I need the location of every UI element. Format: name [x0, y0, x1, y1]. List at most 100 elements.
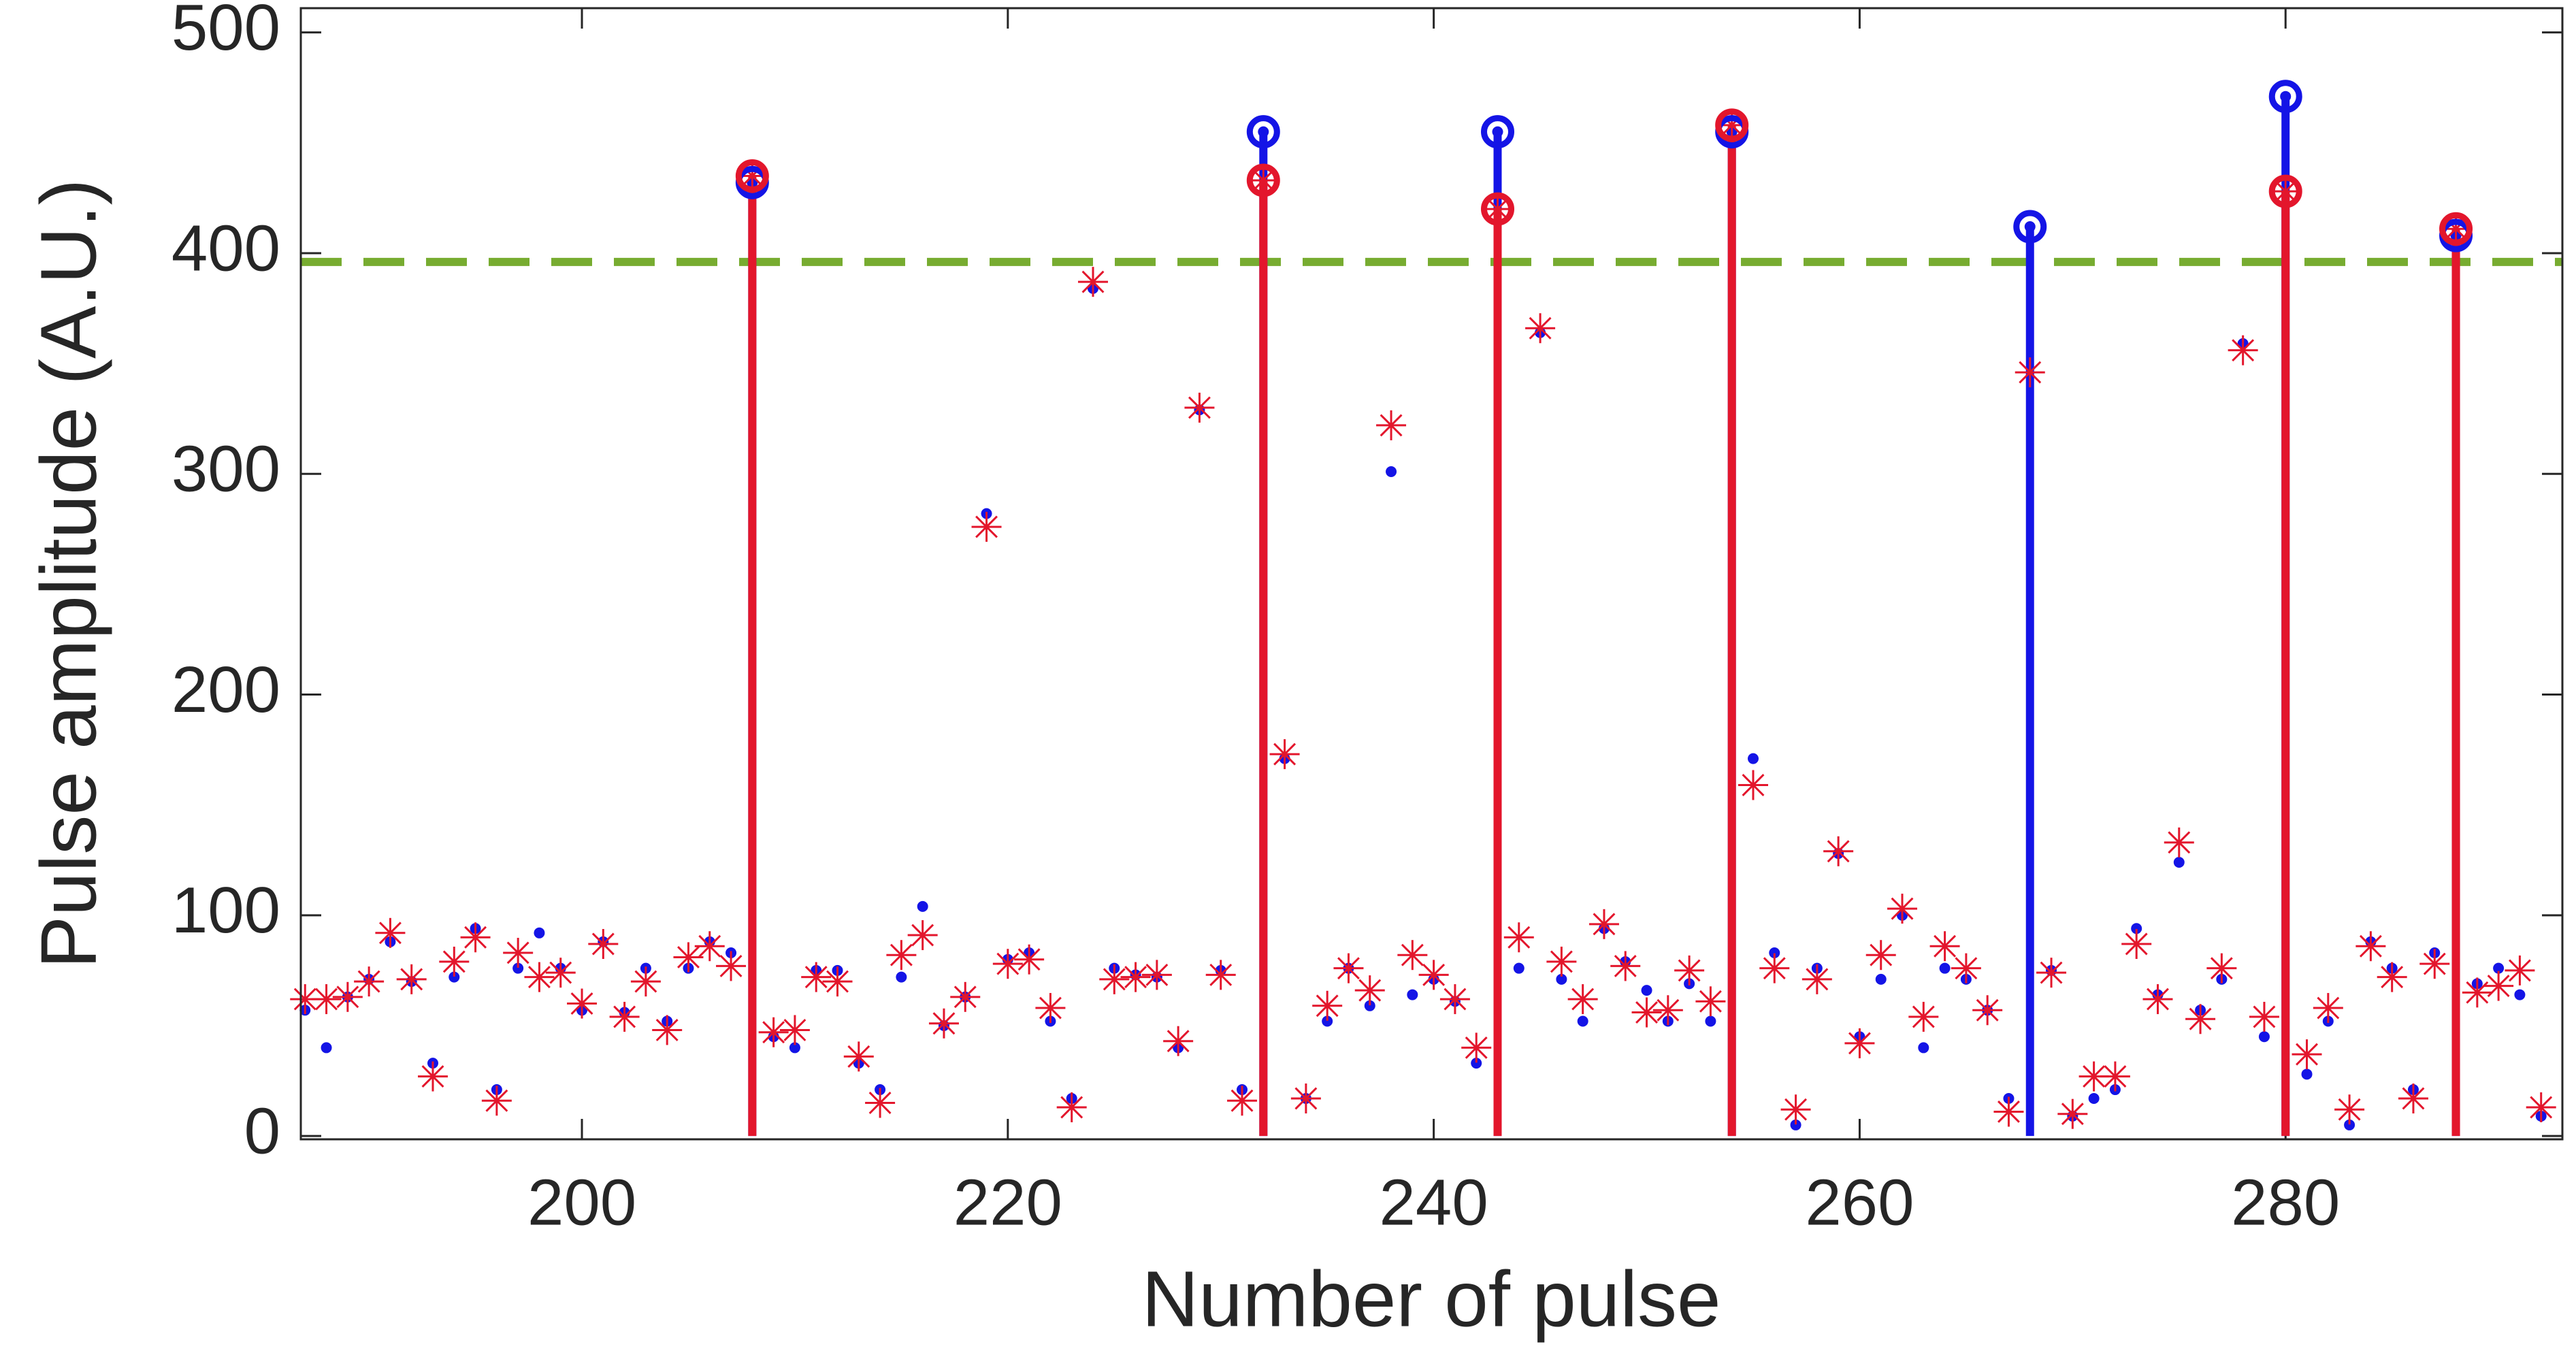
asterisk-stroke	[1486, 197, 1509, 221]
point	[1312, 990, 1343, 1021]
asterisk-stroke	[1039, 996, 1062, 1020]
asterisk-stroke	[1294, 1087, 1318, 1110]
point	[1577, 1015, 1588, 1027]
asterisk-stroke	[1167, 1030, 1190, 1053]
dot	[534, 927, 545, 939]
point	[1120, 962, 1151, 992]
dot	[2131, 923, 2142, 934]
stem-head	[735, 159, 769, 193]
asterisk-stroke	[1209, 963, 1233, 986]
asterisk-stroke	[953, 985, 977, 1009]
asterisk-stroke	[1358, 979, 1382, 1002]
y-axis-label: Pulse amplitude (A.U.)	[25, 179, 113, 968]
asterisk-stroke	[975, 515, 998, 538]
asterisk-stroke	[464, 926, 487, 949]
point	[2142, 984, 2173, 1015]
asterisk-stroke	[996, 952, 1020, 975]
asterisk-stroke	[1699, 990, 1722, 1013]
x-tick-label: 240	[1380, 1166, 1488, 1239]
dot	[1322, 1015, 1333, 1027]
dot	[2301, 1069, 2313, 1080]
point	[2526, 1092, 2556, 1122]
point	[1823, 836, 1854, 866]
asterisk-stroke	[2338, 1098, 2361, 1121]
dot	[2344, 1119, 2355, 1130]
asterisk-stroke	[357, 970, 380, 993]
asterisk-stroke	[1081, 270, 1105, 293]
asterisk-stroke	[1401, 943, 1424, 966]
asterisk-stroke	[506, 941, 529, 964]
point	[1077, 267, 1108, 297]
point	[375, 917, 406, 948]
dot	[2258, 1031, 2270, 1043]
point	[1738, 770, 1768, 800]
point	[801, 962, 832, 992]
asterisk-stroke	[762, 1021, 785, 1044]
x-tick-label: 260	[1805, 1166, 1914, 1239]
asterisk-stroke	[2019, 361, 2042, 384]
point	[1769, 947, 1780, 958]
point	[1269, 739, 1300, 770]
asterisk-stroke	[1784, 1098, 1808, 1121]
point	[1556, 973, 1567, 985]
point	[2493, 962, 2505, 974]
point	[950, 981, 981, 1012]
asterisk-stroke	[1997, 1101, 2020, 1123]
point	[417, 1061, 448, 1092]
point	[789, 1042, 800, 1054]
asterisk-stroke	[1017, 948, 1041, 971]
point	[843, 1041, 874, 1072]
point	[2057, 1098, 2088, 1129]
point	[1205, 960, 1236, 990]
point	[1290, 1083, 1321, 1114]
point	[1951, 953, 1981, 983]
point	[694, 931, 725, 962]
dot	[1939, 962, 1951, 974]
asterisk-stroke	[2040, 961, 2063, 984]
point	[2121, 929, 2152, 960]
point	[1567, 984, 1598, 1015]
point	[1035, 993, 1066, 1024]
dot	[321, 1042, 332, 1054]
y-tick-label: 200	[172, 653, 280, 726]
asterisk-stroke	[421, 1065, 444, 1088]
point	[1790, 1119, 1801, 1130]
point	[2505, 955, 2535, 985]
point	[2398, 1083, 2428, 1114]
asterisk-stroke	[655, 1019, 679, 1041]
asterisk-stroke	[2210, 957, 2233, 980]
stem-head	[1246, 115, 1280, 149]
stem-head	[2268, 174, 2302, 208]
point	[1322, 1015, 1333, 1027]
point	[865, 1088, 896, 1118]
asterisk-stroke	[698, 934, 721, 958]
asterisk-stroke	[1593, 913, 1616, 936]
asterisk-stroke	[2061, 1103, 2084, 1126]
point	[439, 946, 470, 977]
point	[1652, 995, 1683, 1026]
point	[2088, 1093, 2100, 1105]
asterisk-stroke	[677, 945, 700, 968]
point	[1887, 894, 1918, 924]
asterisk-stroke	[1060, 1096, 1083, 1119]
point	[1014, 944, 1045, 975]
asterisk-stroke	[1337, 957, 1360, 980]
asterisk-stroke	[1614, 954, 1637, 977]
point	[534, 927, 545, 939]
asterisk-stroke	[1635, 1001, 1658, 1024]
dot	[1407, 989, 1418, 1000]
point	[1801, 964, 1832, 994]
point	[2228, 335, 2258, 365]
point	[2100, 1061, 2130, 1092]
dot	[1471, 1058, 1482, 1069]
dot	[1577, 1015, 1588, 1027]
stem-head	[1480, 115, 1514, 149]
point	[1386, 466, 1397, 478]
point	[1418, 960, 1449, 990]
point	[354, 966, 385, 997]
dot	[1918, 1042, 1929, 1054]
point	[1780, 1094, 1811, 1125]
point	[2206, 953, 2237, 983]
asterisk-stroke	[2189, 1007, 2212, 1030]
point	[917, 900, 928, 912]
